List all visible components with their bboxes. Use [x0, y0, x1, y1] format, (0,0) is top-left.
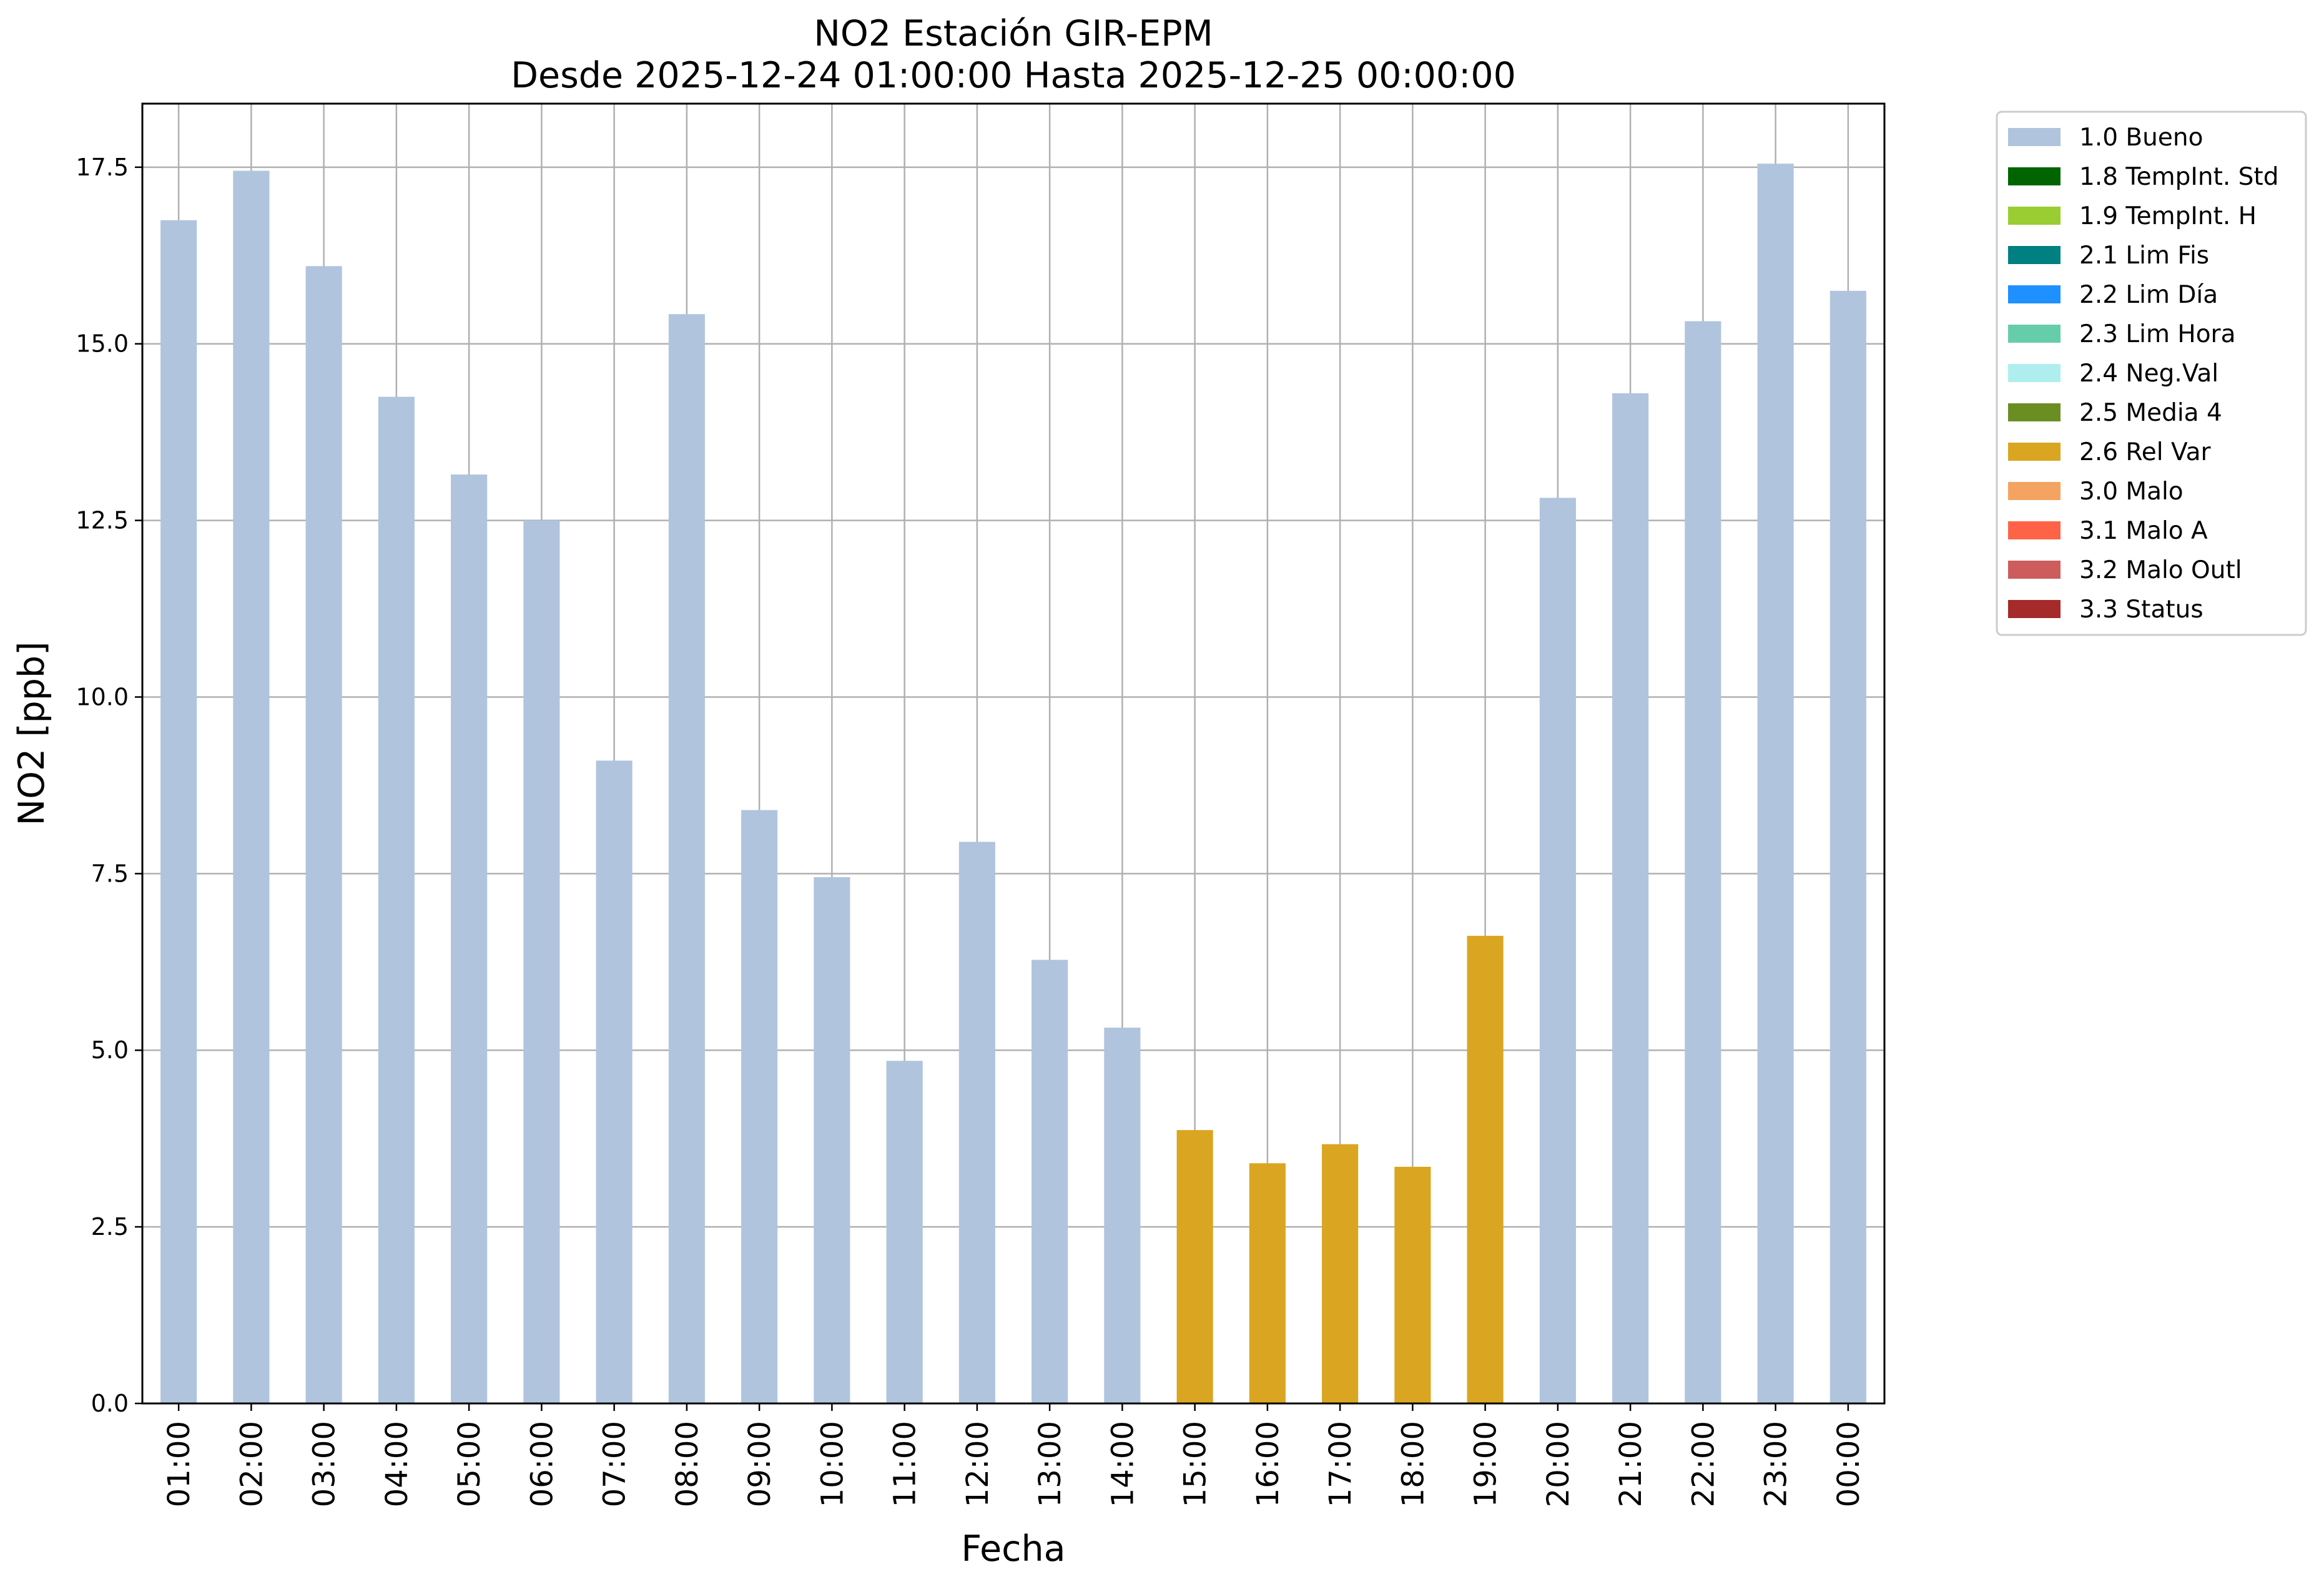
- y-tick-label: 0.0: [91, 1390, 129, 1417]
- x-tick-label: 07:00: [598, 1421, 633, 1507]
- bar-1500: [1176, 1130, 1213, 1403]
- bar-0500: [451, 474, 488, 1404]
- x-tick-label: 22:00: [1686, 1421, 1721, 1507]
- x-tick-label: 12:00: [960, 1421, 995, 1507]
- legend-swatch: [2008, 482, 2061, 500]
- y-tick-label: 7.5: [91, 860, 129, 887]
- bar-0700: [596, 760, 633, 1403]
- x-tick-label: 14:00: [1105, 1421, 1140, 1507]
- legend-swatch: [2008, 443, 2061, 461]
- y-tick-label: 12.5: [76, 507, 129, 534]
- x-tick-label: 03:00: [307, 1421, 342, 1507]
- bar-1100: [886, 1061, 923, 1403]
- bar-0000: [1829, 290, 1866, 1403]
- bar-0300: [305, 266, 342, 1403]
- bar-0800: [668, 314, 705, 1403]
- bar-1000: [814, 877, 850, 1403]
- x-tick-label: 19:00: [1469, 1421, 1504, 1507]
- bar-0200: [233, 170, 270, 1403]
- legend-label: 1.0 Bueno: [2079, 124, 2203, 152]
- y-tick-label: 2.5: [91, 1213, 129, 1241]
- legend-label: 3.2 Malo Outl: [2079, 556, 2242, 584]
- x-tick-label: 13:00: [1033, 1421, 1068, 1507]
- x-tick-label: 23:00: [1759, 1421, 1794, 1507]
- x-axis-label: Fecha: [961, 1528, 1065, 1570]
- legend-label: 3.1 Malo A: [2079, 517, 2208, 545]
- legend-label: 1.9 TempInt. H: [2079, 202, 2257, 230]
- legend-swatch: [2008, 364, 2061, 382]
- bar-1700: [1322, 1144, 1359, 1403]
- bars: [160, 164, 1866, 1404]
- legend-swatch: [2008, 521, 2061, 539]
- bar-0600: [523, 520, 560, 1403]
- bar-1200: [958, 842, 995, 1403]
- legend-swatch: [2008, 403, 2061, 421]
- x-tick-label: 11:00: [888, 1421, 923, 1507]
- x-tick-label: 17:00: [1323, 1421, 1358, 1507]
- bar-0100: [160, 220, 197, 1404]
- bar-1400: [1104, 1028, 1141, 1403]
- y-tick-label: 5.0: [91, 1036, 129, 1064]
- x-tick-label: 18:00: [1396, 1421, 1430, 1507]
- legend-swatch: [2008, 167, 2061, 185]
- legend-frame: [1996, 111, 2307, 636]
- x-tick-label: 21:00: [1613, 1421, 1648, 1507]
- bar-2000: [1539, 498, 1576, 1403]
- bar-1300: [1032, 960, 1068, 1403]
- x-tick-label: 00:00: [1831, 1421, 1866, 1507]
- x-tick-label: 15:00: [1178, 1421, 1213, 1507]
- legend-swatch: [2008, 207, 2061, 225]
- x-tick-label: 20:00: [1541, 1421, 1576, 1507]
- legend-label: 2.2 Lim Día: [2079, 281, 2218, 309]
- bar-2300: [1757, 164, 1794, 1404]
- legend-swatch: [2008, 600, 2061, 618]
- x-tick-label: 08:00: [670, 1421, 705, 1507]
- legend-swatch: [2008, 285, 2061, 303]
- legend-label: 3.0 Malo: [2079, 478, 2184, 506]
- bar-1900: [1467, 935, 1504, 1403]
- y-tick-label: 15.0: [76, 330, 129, 358]
- legend-swatch: [2008, 246, 2061, 264]
- chart-title-line-2: Desde 2025-12-24 01:00:00 Hasta 2025-12-…: [511, 55, 1516, 96]
- y-tick-label: 17.5: [76, 154, 129, 181]
- x-tick-label: 10:00: [815, 1421, 850, 1507]
- x-tick-label: 04:00: [380, 1421, 415, 1507]
- x-tick-label: 06:00: [524, 1421, 559, 1507]
- legend-label: 2.5 Media 4: [2079, 399, 2222, 427]
- x-tick-label: 05:00: [452, 1421, 487, 1507]
- plot-area-frame: [141, 102, 1886, 1405]
- y-axis-label: NO2 [ppb]: [11, 642, 52, 826]
- legend: 1.0 Bueno 1.8 TempInt. Std 1.9 TempInt. H 2…: [1996, 111, 2307, 636]
- legend-swatch: [2008, 561, 2061, 579]
- x-tick-label: 16:00: [1251, 1421, 1286, 1507]
- bar-0400: [378, 396, 415, 1403]
- chart-title-line-1: NO2 Estación GIR-EPM: [814, 13, 1213, 54]
- bar-2200: [1685, 321, 1721, 1403]
- x-tick-label: 01:00: [162, 1421, 197, 1507]
- legend-label: 2.1 Lim Fis: [2079, 242, 2209, 270]
- legend-label: 3.3 Status: [2079, 596, 2203, 624]
- y-axis-ticks: 0.0 2.5 5.0 7.5 10.0 12.5 15.0 17.5: [76, 154, 142, 1417]
- bar-0900: [741, 810, 778, 1403]
- bar-1600: [1249, 1163, 1286, 1403]
- legend-swatch: [2008, 128, 2061, 146]
- legend-label: 2.6 Rel Var: [2079, 438, 2212, 466]
- bar-1800: [1394, 1166, 1431, 1403]
- x-axis-ticks: 01:00 02:00 03:00 04:00 05:00 06:00 07:00 08:00…: [162, 1403, 1866, 1507]
- legend-label: 2.3 Lim Hora: [2079, 320, 2236, 348]
- legend-label: 2.4 Neg.Val: [2079, 360, 2218, 388]
- bar-2100: [1612, 393, 1649, 1404]
- x-tick-label: 09:00: [742, 1421, 777, 1507]
- chart-title: NO2 Estación GIR-EPM Desde 2025-12-24 01…: [511, 13, 1516, 96]
- legend-label: 1.8 TempInt. Std: [2079, 163, 2278, 191]
- x-tick-label: 02:00: [234, 1421, 269, 1507]
- y-tick-label: 10.0: [76, 683, 129, 710]
- legend-swatch: [2008, 325, 2061, 343]
